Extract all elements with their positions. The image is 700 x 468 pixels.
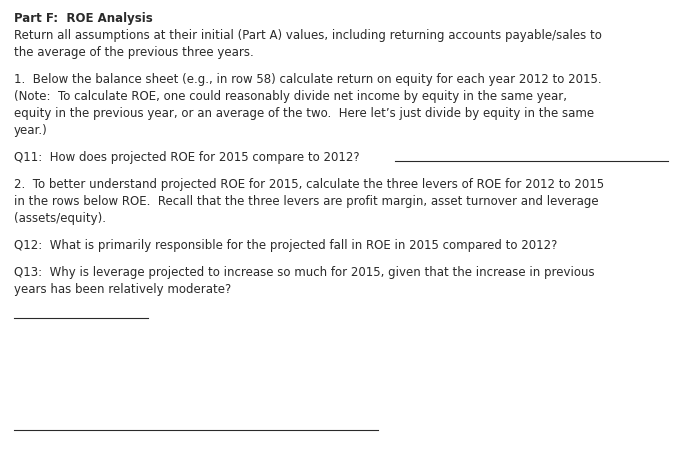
Text: 1.  Below the balance sheet (e.g., in row 58) calculate return on equity for eac: 1. Below the balance sheet (e.g., in row… bbox=[14, 73, 601, 86]
Text: 2.  To better understand projected ROE for 2015, calculate the three levers of R: 2. To better understand projected ROE fo… bbox=[14, 178, 604, 191]
Text: years has been relatively moderate?: years has been relatively moderate? bbox=[14, 283, 231, 296]
Text: in the rows below ROE.  Recall that the three levers are profit margin, asset tu: in the rows below ROE. Recall that the t… bbox=[14, 195, 598, 208]
Text: Q13:  Why is leverage projected to increase so much for 2015, given that the inc: Q13: Why is leverage projected to increa… bbox=[14, 266, 594, 279]
Text: year.): year.) bbox=[14, 124, 48, 137]
Text: Return all assumptions at their initial (Part A) values, including returning acc: Return all assumptions at their initial … bbox=[14, 29, 602, 42]
Text: (assets/equity).: (assets/equity). bbox=[14, 212, 106, 225]
Text: Q11:  How does projected ROE for 2015 compare to 2012?: Q11: How does projected ROE for 2015 com… bbox=[14, 151, 360, 164]
Text: equity in the previous year, or an average of the two.  Here let’s just divide b: equity in the previous year, or an avera… bbox=[14, 107, 594, 120]
Text: (Note:  To calculate ROE, one could reasonably divide net income by equity in th: (Note: To calculate ROE, one could reaso… bbox=[14, 90, 567, 103]
Text: Part F:  ROE Analysis: Part F: ROE Analysis bbox=[14, 12, 153, 25]
Text: Q12:  What is primarily responsible for the projected fall in ROE in 2015 compar: Q12: What is primarily responsible for t… bbox=[14, 239, 557, 252]
Text: the average of the previous three years.: the average of the previous three years. bbox=[14, 46, 253, 59]
